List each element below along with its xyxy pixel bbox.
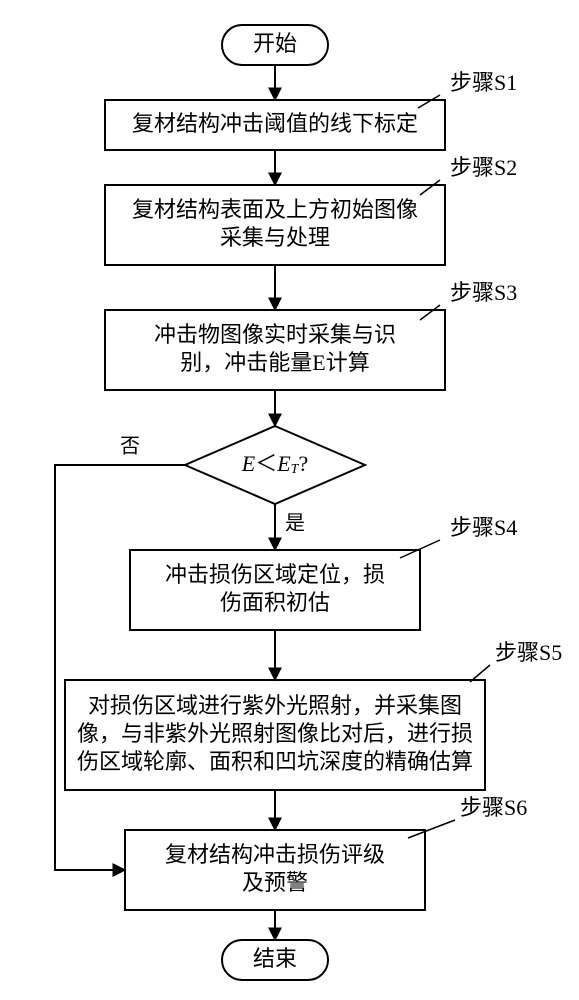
step-label-3: 步骤S4 (450, 515, 517, 540)
node-dec: E＜ET? (185, 426, 365, 504)
flowchart: 开始复材结构冲击阈值的线下标定复材结构表面及上方初始图像采集与处理冲击物图像实时… (0, 0, 579, 1000)
start-text: 开始 (253, 31, 297, 56)
step-label-1: 步骤S2 (450, 155, 517, 180)
leader-2 (420, 305, 440, 320)
node-s4: 冲击损伤区域定位，损伤面积初估 (130, 550, 420, 630)
end-text: 结束 (253, 946, 297, 971)
node-end: 结束 (222, 940, 328, 980)
node-s6: 复材结构冲击损伤评级及预警 (125, 830, 425, 910)
s2-line-0: 复材结构表面及上方初始图像 (132, 197, 418, 222)
edge-label-no: 否 (120, 436, 140, 458)
s3-line-1: 别，冲击能量E计算 (180, 350, 369, 375)
leader-0 (418, 95, 440, 108)
node-s2: 复材结构表面及上方初始图像采集与处理 (105, 185, 445, 265)
step-label-5: 步骤S6 (460, 795, 527, 820)
node-s5: 对损伤区域进行紫外光照射，并采集图像，与非紫外光照射图像比对后，进行损伤区域轮廓… (65, 680, 485, 790)
s3-line-0: 冲击物图像实时采集与识 (154, 322, 396, 347)
step-label-2: 步骤S3 (450, 280, 517, 305)
edge-label-是: 是 (285, 513, 305, 535)
s4-line-0: 冲击损伤区域定位，损 (165, 562, 385, 587)
s5-line-0: 对损伤区域进行紫外光照射，并采集图 (88, 693, 462, 718)
node-start: 开始 (222, 25, 328, 65)
edge-no-branch (55, 465, 185, 870)
decision-text: E＜ET? (241, 451, 308, 477)
s5-line-1: 像，与非紫外光照射图像比对后，进行损 (77, 721, 473, 746)
step-label-4: 步骤S5 (495, 640, 562, 665)
node-s1: 复材结构冲击阈值的线下标定 (105, 100, 445, 150)
node-s3: 冲击物图像实时采集与识别，冲击能量E计算 (105, 310, 445, 390)
step-label-0: 步骤S1 (450, 70, 517, 95)
s2-line-1: 采集与处理 (220, 225, 330, 250)
leader-1 (420, 180, 440, 195)
s1-line-0: 复材结构冲击阈值的线下标定 (132, 111, 418, 136)
s6-line-0: 复材结构冲击损伤评级 (165, 842, 385, 867)
s6-line-1: 及预警 (242, 870, 308, 895)
s5-line-2: 伤区域轮廓、面积和凹坑深度的精确估算 (77, 749, 473, 774)
s4-line-1: 伤面积初估 (220, 590, 330, 615)
